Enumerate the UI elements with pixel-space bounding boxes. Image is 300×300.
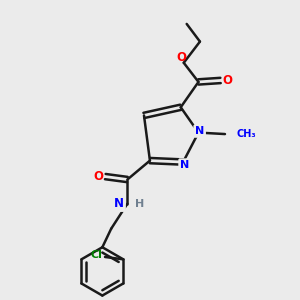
Text: N: N — [114, 197, 124, 210]
Text: O: O — [176, 51, 186, 64]
Text: O: O — [94, 170, 104, 183]
Text: N: N — [195, 126, 204, 136]
Text: H: H — [135, 199, 144, 209]
Text: N: N — [180, 160, 189, 170]
Text: O: O — [222, 74, 232, 87]
Text: Cl: Cl — [91, 250, 103, 260]
Text: CH₃: CH₃ — [236, 129, 256, 139]
